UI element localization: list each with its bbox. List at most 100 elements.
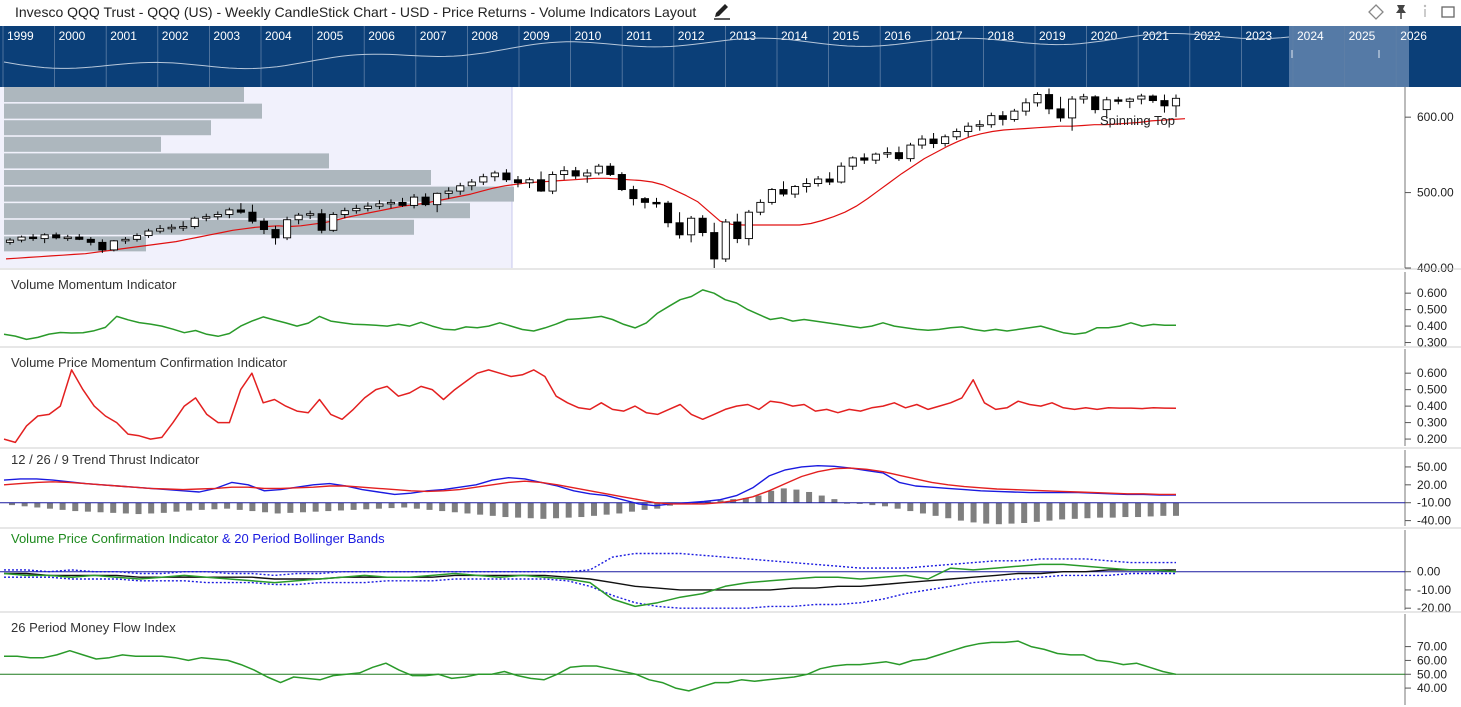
candle-body-down: [236, 209, 245, 213]
volume-profile-bar: [4, 170, 431, 185]
price-candle: [1079, 93, 1088, 104]
price-candle: [975, 120, 984, 131]
candle-body-up: [1125, 98, 1134, 102]
candle-body-down: [317, 213, 326, 231]
trend-thrust-histogram-bar: [211, 502, 218, 510]
price-candle: [848, 156, 857, 170]
price-panel[interactable]: 600.00 500.00 400.00: [0, 87, 1461, 275]
price-candle: [1068, 96, 1077, 131]
trend-thrust-histogram-bar: [628, 502, 635, 512]
price-candle: [733, 213, 742, 244]
pin-icon[interactable]: [1393, 3, 1409, 21]
trend-thrust-histogram-bar: [300, 502, 306, 513]
candle-body-down: [1160, 100, 1169, 107]
candle-body-up: [594, 165, 603, 174]
candle-body-down: [998, 115, 1007, 120]
vpmc-line: [3, 369, 1177, 444]
trend-thrust-histogram-bar: [1122, 502, 1129, 518]
vpci-panel: 0.00 -10.00 -20.00: [0, 530, 1461, 615]
price-candle: [352, 204, 361, 214]
chart-title: Invesco QQQ Trust - QQQ (US) - Weekly Ca…: [15, 4, 697, 20]
mfi-axis-tick-label: 70.00: [1417, 640, 1447, 654]
price-candle: [375, 200, 384, 210]
candle-body-up: [837, 165, 846, 183]
price-candle: [1044, 88, 1054, 115]
candle-body-down: [1044, 94, 1054, 110]
info-icon[interactable]: [1418, 3, 1432, 21]
chart-area[interactable]: 1999 2000 2001 2002 2003 2004 2005 2006 2007 2008…: [0, 26, 1461, 707]
trend-thrust-histogram-bar: [122, 502, 129, 514]
navigator-year-label: 2009: [523, 29, 550, 43]
trend-thrust-histogram-bar: [84, 502, 91, 512]
navigator-year-label: 2005: [317, 29, 344, 43]
candle-body-down: [398, 201, 407, 206]
timeline-navigator[interactable]: 1999 2000 2001 2002 2003 2004 2005 2006 2007 2008…: [0, 26, 1461, 87]
candle-body-down: [1091, 96, 1100, 111]
price-candle: [456, 182, 465, 195]
price-candle: [548, 171, 557, 195]
price-candle: [606, 163, 615, 176]
trend-thrust-histogram-bar: [970, 502, 977, 523]
pencil-icon[interactable]: [712, 3, 732, 21]
candle-body-down: [733, 221, 742, 240]
trend-thrust-histogram-bar: [1084, 502, 1091, 519]
price-candle: [63, 234, 72, 241]
trend-thrust-histogram-bar: [1059, 502, 1066, 520]
maximize-icon[interactable]: [1440, 3, 1456, 21]
candle-body-down: [860, 157, 869, 161]
price-candle: [40, 233, 49, 244]
candle-body-down: [698, 217, 707, 234]
candle-body-up: [479, 176, 488, 183]
vpmc-axis-tick-label: 0.300: [1417, 416, 1447, 430]
trend-thrust-histogram-bar: [198, 502, 205, 510]
candle-body-down: [929, 138, 938, 145]
price-candle: [964, 122, 973, 137]
candle-body-down: [86, 238, 95, 243]
navigator-year-label: 2013: [729, 29, 756, 43]
price-candle: [756, 199, 765, 216]
trend-thrust-histogram-bar: [236, 502, 243, 510]
candle-body-up: [225, 209, 234, 215]
trend-thrust-histogram-bar: [388, 502, 395, 509]
trend-thrust-histogram-bar: [806, 491, 813, 503]
candle-body-up: [883, 152, 892, 155]
price-candle: [1137, 93, 1146, 105]
mfi-axis-tick-label: 60.00: [1417, 653, 1447, 667]
price-candle: [479, 173, 488, 186]
trend-thrust-title: 12 / 26 / 9 Trend Thrust Indicator: [11, 452, 200, 467]
candle-body-up: [814, 178, 823, 184]
candle-body-up: [144, 230, 153, 237]
trend-thrust-histogram-bar: [1033, 502, 1040, 522]
navigator-window: [1289, 26, 1409, 87]
price-candle: [952, 128, 961, 140]
candle-body-up: [121, 238, 130, 242]
candle-body-up: [744, 211, 753, 240]
trend-thrust-histogram-bar: [401, 502, 408, 508]
candle-body-up: [1079, 96, 1088, 100]
navigator-year-label: 1999: [7, 29, 34, 43]
navigator-year-label: 2024: [1297, 29, 1324, 43]
vpci-title-suffix: & 20 Period Bollinger Bands: [222, 531, 385, 546]
trend-thrust-histogram-bar: [894, 502, 901, 509]
price-candle: [236, 203, 245, 214]
price-candle: [1091, 95, 1100, 114]
tti-axis-tick-label: 20.00: [1417, 478, 1447, 492]
mfi-line: [4, 640, 1177, 692]
candle-body-up: [1068, 98, 1077, 119]
trend-thrust-signal-line: [3, 467, 1176, 505]
navigator-year-label: 2007: [420, 29, 447, 43]
diamond-icon[interactable]: [1367, 3, 1385, 21]
price-candle: [306, 210, 315, 219]
trend-thrust-histogram-bar: [882, 502, 888, 507]
candle-body-up: [306, 213, 315, 216]
vpci-title-main: Volume Price Confirmation Indicator: [11, 531, 219, 546]
trend-thrust-histogram-bar: [945, 502, 952, 519]
price-candle: [144, 228, 153, 238]
mfi-axis-tick-label: 50.00: [1417, 667, 1447, 681]
price-candle: [837, 162, 846, 184]
trend-thrust-histogram-bar: [1135, 502, 1142, 518]
trend-thrust-histogram-bar: [337, 502, 344, 511]
trend-thrust-histogram-bar: [553, 502, 560, 519]
candle-body-up: [721, 221, 730, 260]
volume-profile-bar: [4, 87, 244, 103]
